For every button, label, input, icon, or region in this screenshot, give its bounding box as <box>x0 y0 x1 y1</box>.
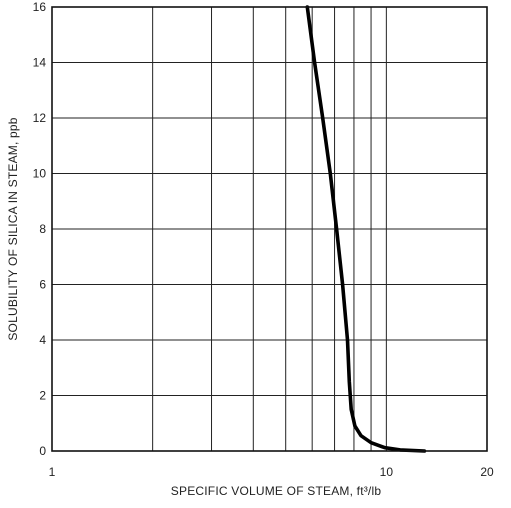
plot-area <box>305 5 427 453</box>
x-axis-label: SPECIFIC VOLUME OF STEAM, ft³/lb <box>171 484 382 498</box>
tick-labels: 0 2 4 6 8 10 12 14 16 1 10 20 <box>33 0 494 479</box>
y-tick-label: 6 <box>39 278 46 292</box>
x-tick-label: 10 <box>380 465 394 479</box>
x-tick-label: 1 <box>49 465 56 479</box>
y-axis-label: SOLUBILITY OF SILICA IN STEAM, ppb <box>6 117 20 340</box>
y-tick-label: 4 <box>39 333 46 347</box>
y-tick-label: 16 <box>33 0 47 14</box>
y-tick-label: 0 <box>39 444 46 458</box>
y-tick-label: 2 <box>39 389 46 403</box>
y-tick-label: 10 <box>33 167 47 181</box>
grid <box>52 7 487 451</box>
x-tick-label: 20 <box>480 465 494 479</box>
plot-frame <box>51 6 488 452</box>
series-line <box>305 5 427 453</box>
y-tick-label: 14 <box>33 56 47 70</box>
y-tick-label: 8 <box>39 222 46 236</box>
y-tick-label: 12 <box>33 111 47 125</box>
